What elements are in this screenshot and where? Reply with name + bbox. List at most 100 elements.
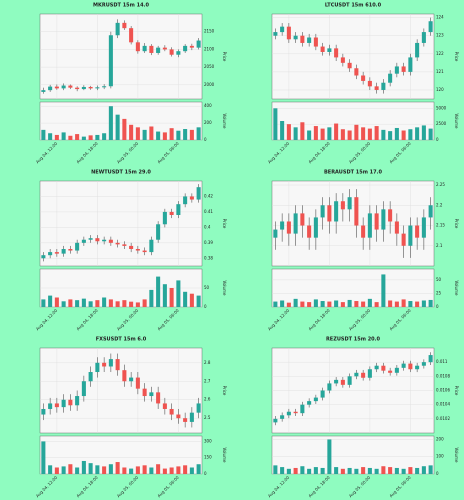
volume-bar xyxy=(280,121,285,140)
candle-body xyxy=(135,42,140,52)
candle-body xyxy=(81,86,86,90)
candle-body xyxy=(421,32,426,43)
volume-tick-label: 50 xyxy=(436,277,442,282)
candle-body xyxy=(361,75,366,81)
x-tick-label: Aug 05, 00:00 xyxy=(348,141,372,165)
candle-body xyxy=(41,408,46,415)
candle-body xyxy=(75,396,80,406)
volume-bar xyxy=(340,129,345,140)
candle-body xyxy=(300,404,305,414)
volume-bar xyxy=(388,300,393,307)
volume-bar xyxy=(95,465,100,474)
y-tick-label: 123 xyxy=(436,33,444,38)
candle-body xyxy=(88,86,93,89)
candle-body xyxy=(327,205,332,222)
volume-bar xyxy=(129,301,134,307)
candle-body xyxy=(367,369,372,378)
volume-tick-label: 0 xyxy=(204,137,207,142)
candle-body xyxy=(95,87,100,89)
volume-bar xyxy=(135,127,140,140)
x-tick-label: Aug 04, 18:00 xyxy=(307,308,331,332)
candle-body xyxy=(300,213,305,226)
volume-axis-label: Volume xyxy=(222,114,227,129)
volume-bar xyxy=(340,302,345,307)
candle-body xyxy=(81,381,86,397)
y-tick-label: 122 xyxy=(436,51,444,56)
x-tick-label: Aug 04, 12:00 xyxy=(35,308,59,332)
price-panel xyxy=(39,180,203,267)
candle-body xyxy=(41,90,46,92)
volume-bar xyxy=(367,128,372,140)
x-tick-label: Aug 04, 12:00 xyxy=(35,475,59,499)
volume-bar xyxy=(75,300,80,307)
y-tick-label: 120 xyxy=(436,87,444,92)
x-tick-label: Aug 05, 06:00 xyxy=(388,141,412,165)
y-tick-label: 121 xyxy=(436,69,444,74)
candle-body xyxy=(176,414,181,419)
volume-bar xyxy=(300,122,305,140)
volume-bar xyxy=(115,301,120,307)
candle-body xyxy=(156,224,161,240)
candle-body xyxy=(169,49,174,55)
volume-bar xyxy=(381,466,386,474)
volume-bar xyxy=(347,467,352,474)
candle-body xyxy=(102,239,107,242)
volume-bar xyxy=(122,300,127,307)
candle-body xyxy=(415,365,420,370)
volume-tick-label: 400 xyxy=(204,103,212,108)
candle-body xyxy=(394,367,399,373)
candle-body xyxy=(334,379,339,384)
candle-body xyxy=(428,205,433,218)
volume-bar xyxy=(361,127,366,140)
volume-tick-label: 300 xyxy=(204,438,212,443)
candle-body xyxy=(421,362,426,366)
candle-body xyxy=(108,359,113,367)
candle-body xyxy=(300,35,305,43)
volume-bar xyxy=(280,300,285,307)
x-tick-label: Aug 05, 00:00 xyxy=(116,308,140,332)
y-axis-label: Price xyxy=(222,52,227,62)
x-tick-label: Aug 04, 18:00 xyxy=(75,308,99,332)
volume-bar xyxy=(149,289,154,307)
candle-body xyxy=(307,225,312,238)
x-tick-label: Aug 05, 06:00 xyxy=(388,475,412,499)
candle-body xyxy=(95,362,100,373)
price-panel xyxy=(271,13,435,100)
volume-bar xyxy=(428,299,433,307)
volume-bar xyxy=(183,465,188,474)
volume-tick-label: 50 xyxy=(204,285,210,290)
candle-body xyxy=(280,415,285,419)
y-tick-label: 2.5 xyxy=(204,415,211,420)
volume-axis-label: Volume xyxy=(222,281,227,296)
volume-bar xyxy=(115,462,120,474)
candle-body xyxy=(54,86,59,89)
volume-bar xyxy=(189,293,194,307)
volume-bar xyxy=(286,302,291,307)
volume-bar xyxy=(313,126,318,140)
volume-bar xyxy=(394,301,399,307)
volume-bar xyxy=(334,467,339,474)
volume-bar xyxy=(54,297,59,307)
volume-bar xyxy=(408,467,413,474)
volume-bar xyxy=(347,130,352,140)
volume-bar xyxy=(54,467,59,474)
volume-tick-label: 5000 xyxy=(436,105,447,110)
candle-body xyxy=(367,80,372,87)
candle-body xyxy=(81,239,86,243)
candle-body xyxy=(41,255,46,259)
volume-bar xyxy=(156,464,161,474)
x-tick-label: Aug 04, 18:00 xyxy=(307,475,331,499)
candle-body xyxy=(142,388,147,397)
volume-bar xyxy=(122,118,127,140)
y-tick-label: 124 xyxy=(436,15,444,20)
volume-bar xyxy=(102,133,107,140)
volume-bar xyxy=(307,302,312,307)
chart-title: LTCUSDT 15m 610.0 xyxy=(325,3,382,9)
candle-body xyxy=(273,229,278,238)
volume-bar xyxy=(162,468,167,474)
volume-bar xyxy=(61,132,66,140)
y-tick-label: 2.8 xyxy=(204,360,211,365)
candle-body xyxy=(347,197,352,210)
candle-body xyxy=(61,399,66,408)
y-tick-label: 0.42 xyxy=(204,193,213,198)
